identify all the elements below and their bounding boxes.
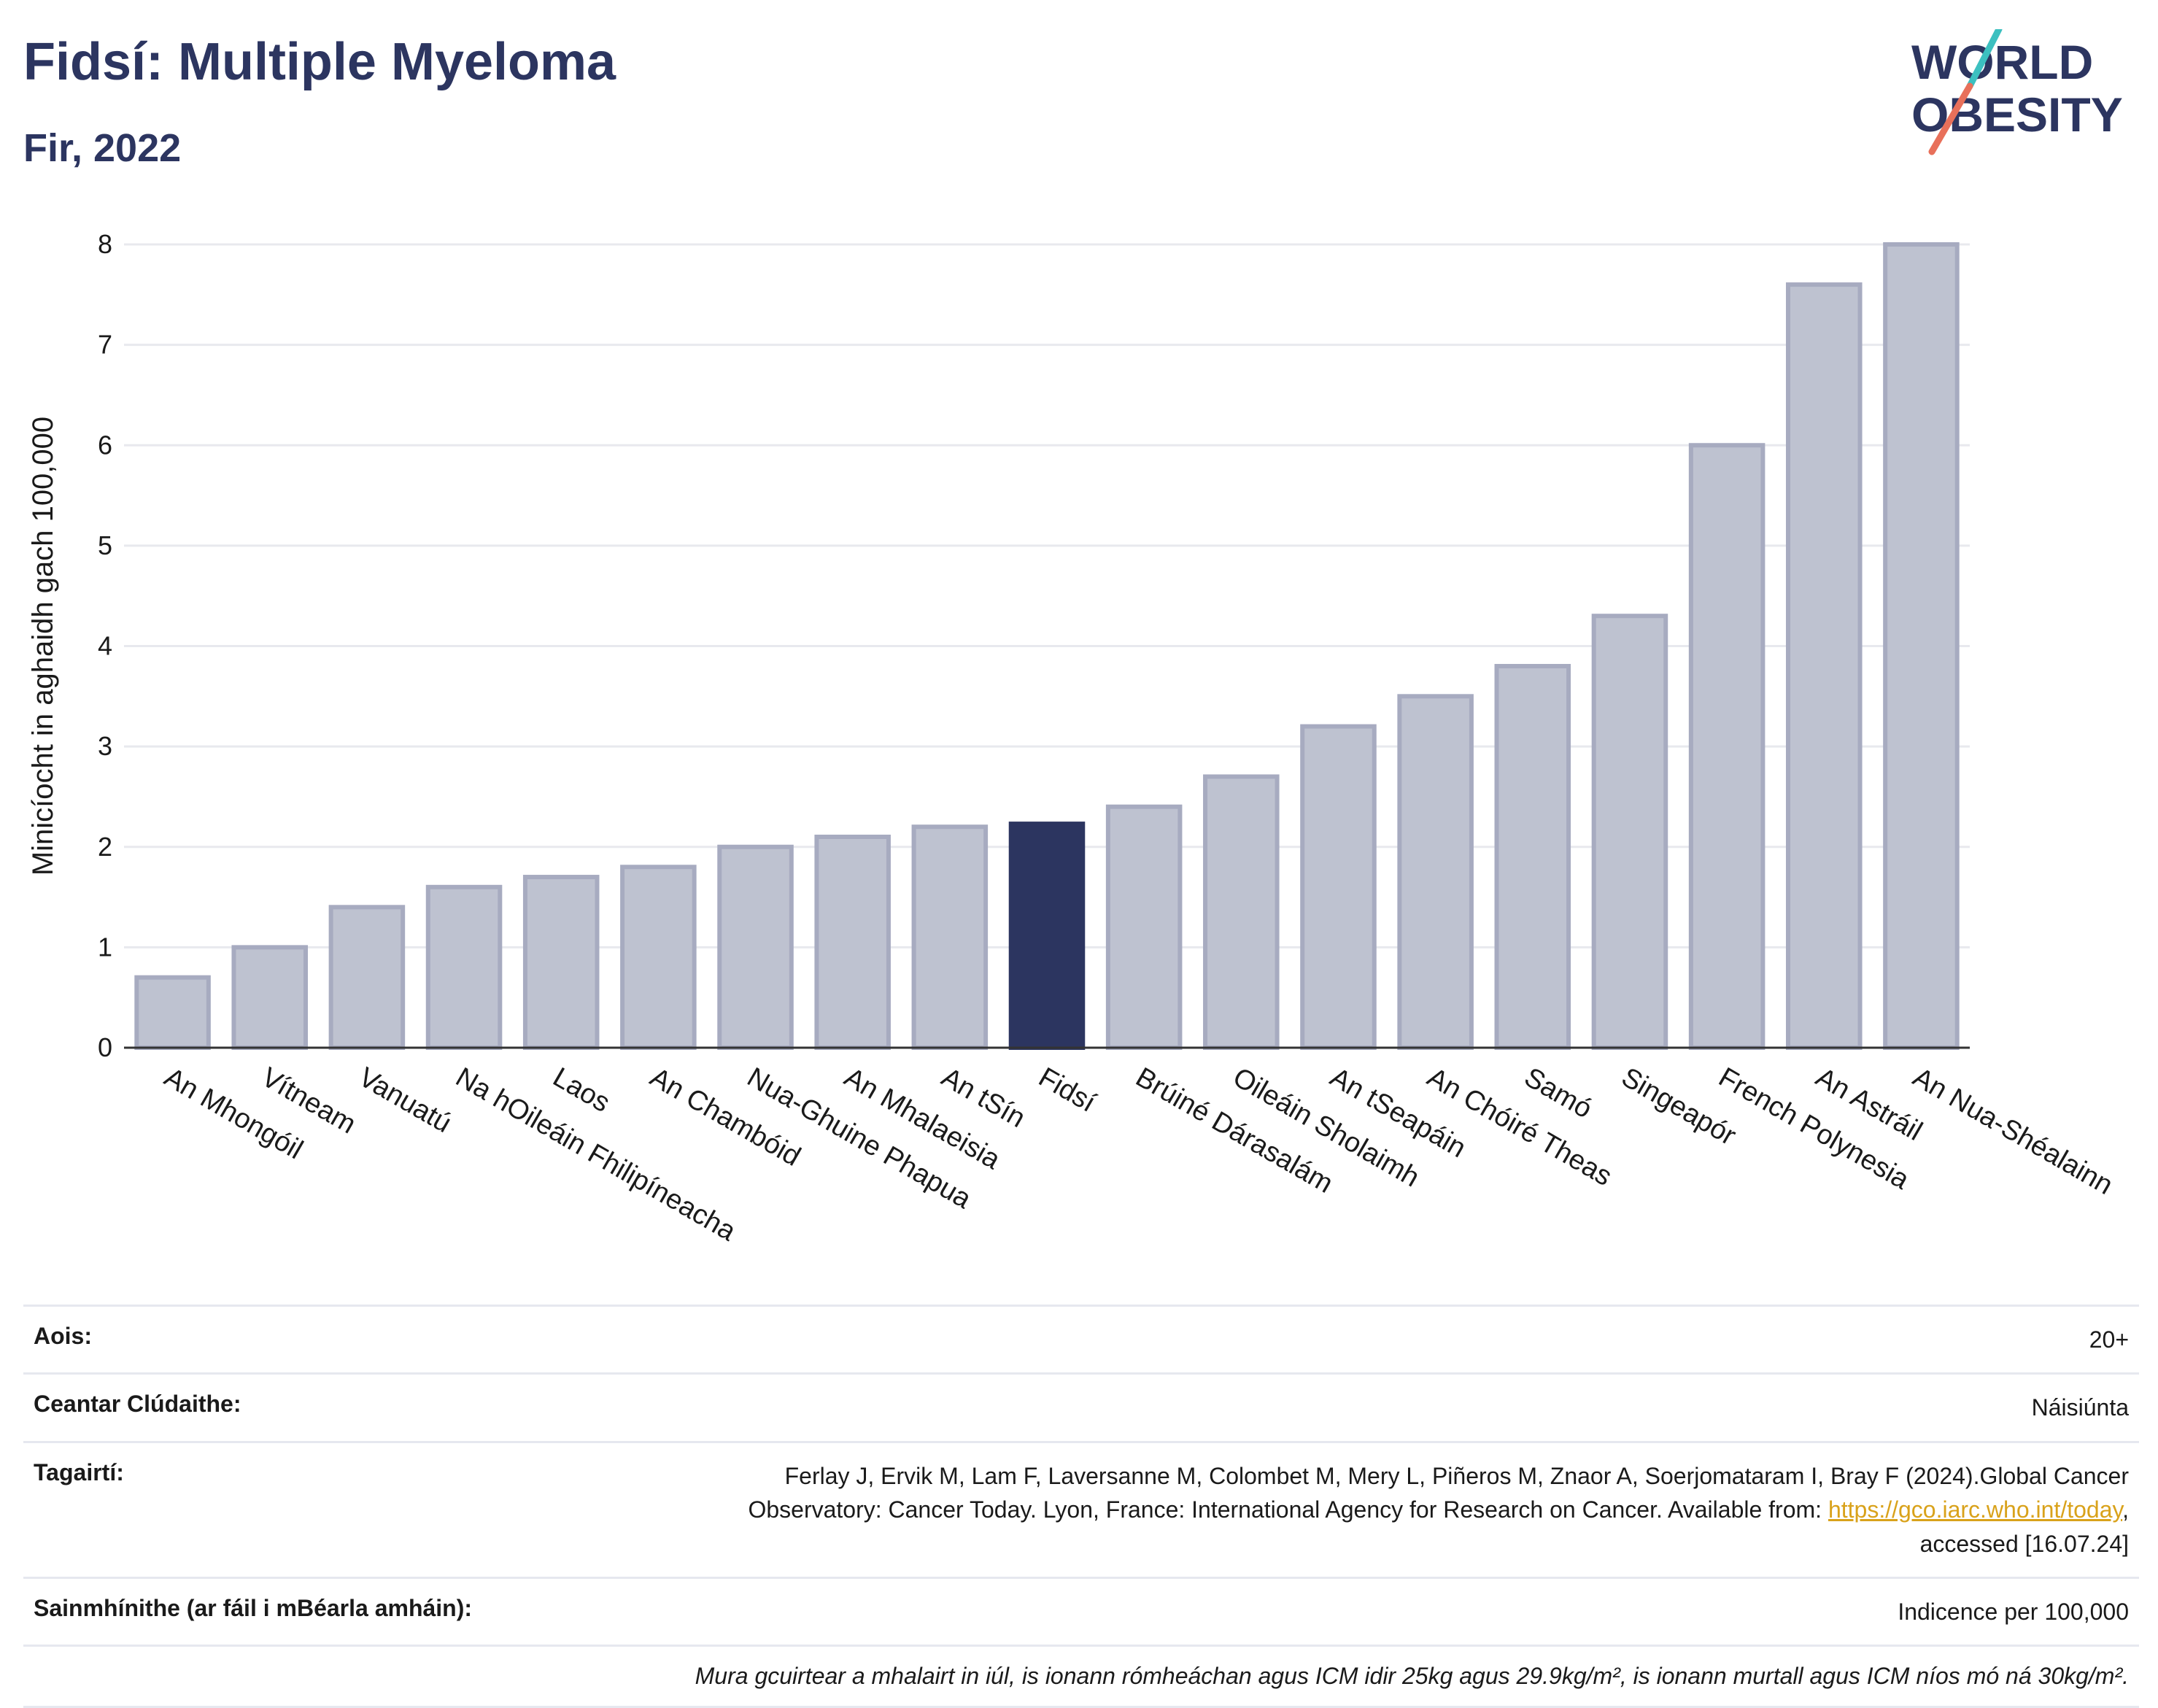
y-tick-label: 4 (98, 631, 112, 661)
bar (911, 824, 989, 1050)
y-axis-ticks: 0 1 2 3 4 5 6 7 8 (98, 229, 112, 1062)
bar (231, 945, 309, 1050)
world-obesity-logo: WORLD OBESITY (1911, 29, 2123, 155)
meta-row-definitions: Sainmhínithe (ar fáil i mBéarla amháin):… (23, 1576, 2139, 1645)
bar (134, 975, 211, 1050)
age-value: 20+ (2089, 1326, 2129, 1353)
y-tick-label: 2 (98, 832, 112, 862)
bar (1105, 804, 1183, 1050)
bar (1785, 282, 1863, 1050)
references-link[interactable]: https://gco.iarc.who.int/today (1828, 1496, 2123, 1523)
bar (717, 844, 794, 1050)
coverage-label: Ceantar Clúdaithe: (34, 1391, 241, 1418)
y-tick-label: 7 (98, 330, 112, 360)
bar (522, 875, 600, 1050)
chart-subtitle: Fir, 2022 (23, 126, 182, 170)
definitions-value: Indicence per 100,000 (1898, 1598, 2129, 1625)
y-axis-label: Minicíocht in aghaidh gach 100,000 (27, 417, 59, 876)
meta-row-coverage: Ceantar Clúdaithe: Náisiúnta (23, 1372, 2139, 1440)
bar (1494, 664, 1571, 1050)
x-tick-label: Laos (548, 1062, 615, 1118)
bar (1397, 694, 1474, 1050)
x-tick-label: Fidsí (1034, 1062, 1102, 1118)
references-value: Ferlay J, Ervik M, Lam F, Laversanne M, … (748, 1459, 2129, 1561)
y-tick-label: 5 (98, 530, 112, 560)
bar (1300, 724, 1377, 1050)
bars (134, 242, 1960, 1051)
y-tick-label: 3 (98, 731, 112, 761)
coverage-value: Náisiúnta (2031, 1394, 2129, 1421)
bar (1203, 774, 1280, 1050)
bar (1591, 614, 1668, 1050)
bar (328, 905, 406, 1050)
references-line2-end: , (2122, 1496, 2129, 1523)
y-tick-label: 8 (98, 229, 112, 259)
y-tick-label: 0 (98, 1032, 112, 1062)
references-line3: accessed [16.07.24] (1919, 1530, 2129, 1557)
bar (814, 834, 891, 1051)
x-tick-label: Vanuatú (353, 1062, 456, 1139)
definitions-label: Sainmhínithe (ar fáil i mBéarla amháin): (34, 1594, 473, 1621)
metadata-table: Aois: 20+ Ceantar Clúdaithe: Náisiúnta T… (23, 1305, 2139, 1708)
chart-title: Fidsí: Multiple Myeloma (23, 33, 616, 91)
bar (425, 884, 503, 1051)
references-label: Tagairtí: (34, 1458, 124, 1485)
y-tick-label: 6 (98, 430, 112, 460)
bar (620, 865, 697, 1051)
meta-row-age: Aois: 20+ (23, 1305, 2139, 1372)
references-line1: Ferlay J, Ervik M, Lam F, Laversanne M, … (784, 1462, 2129, 1489)
meta-row-references: Tagairtí: Ferlay J, Ervik M, Lam F, Lave… (23, 1440, 2139, 1577)
references-line2: Observatory: Cancer Today. Lyon, France:… (748, 1496, 1828, 1523)
bar (1688, 443, 1766, 1050)
age-label: Aois: (34, 1323, 92, 1349)
logo-line1: WORLD (1911, 35, 2093, 89)
bar (1883, 242, 1960, 1050)
y-tick-label: 1 (98, 932, 112, 962)
definitions-note: Mura gcuirtear a mhalairt in iúl, is ion… (695, 1663, 2129, 1690)
meta-row-note: Mura gcuirtear a mhalairt in iúl, is ion… (23, 1645, 2139, 1708)
x-tick-label: An Nua-Shéalainn (1908, 1062, 2118, 1201)
bar-highlight (1008, 822, 1086, 1050)
